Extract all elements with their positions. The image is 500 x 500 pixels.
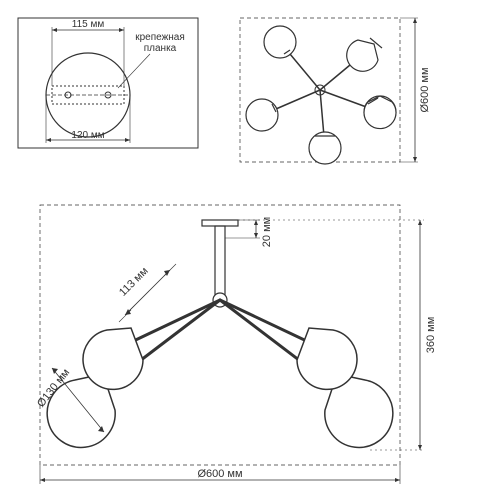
technical-drawing: 115 мм крепежная планка 120 мм	[0, 0, 500, 500]
label-bracket-note-1: крепежная	[135, 32, 185, 43]
label-topview-diameter: Ø600 мм	[419, 67, 431, 112]
label-bracket-width: 115 мм	[72, 19, 105, 30]
label-bracket-note-2: планка	[144, 43, 177, 54]
top-view: Ø600 мм	[240, 18, 431, 164]
label-total-height: 360 мм	[425, 317, 437, 354]
mounting-plate-detail: 115 мм крепежная планка 120 мм	[18, 18, 198, 148]
label-overall-diameter: Ø600 мм	[197, 468, 242, 480]
label-stem-offset: 113 мм	[117, 265, 151, 299]
label-stem-height: 20 мм	[261, 217, 273, 247]
label-base-width: 120 мм	[71, 130, 104, 141]
side-view: Ø130 мм 113 мм 20 мм 360 мм Ø600 мм	[35, 205, 437, 484]
